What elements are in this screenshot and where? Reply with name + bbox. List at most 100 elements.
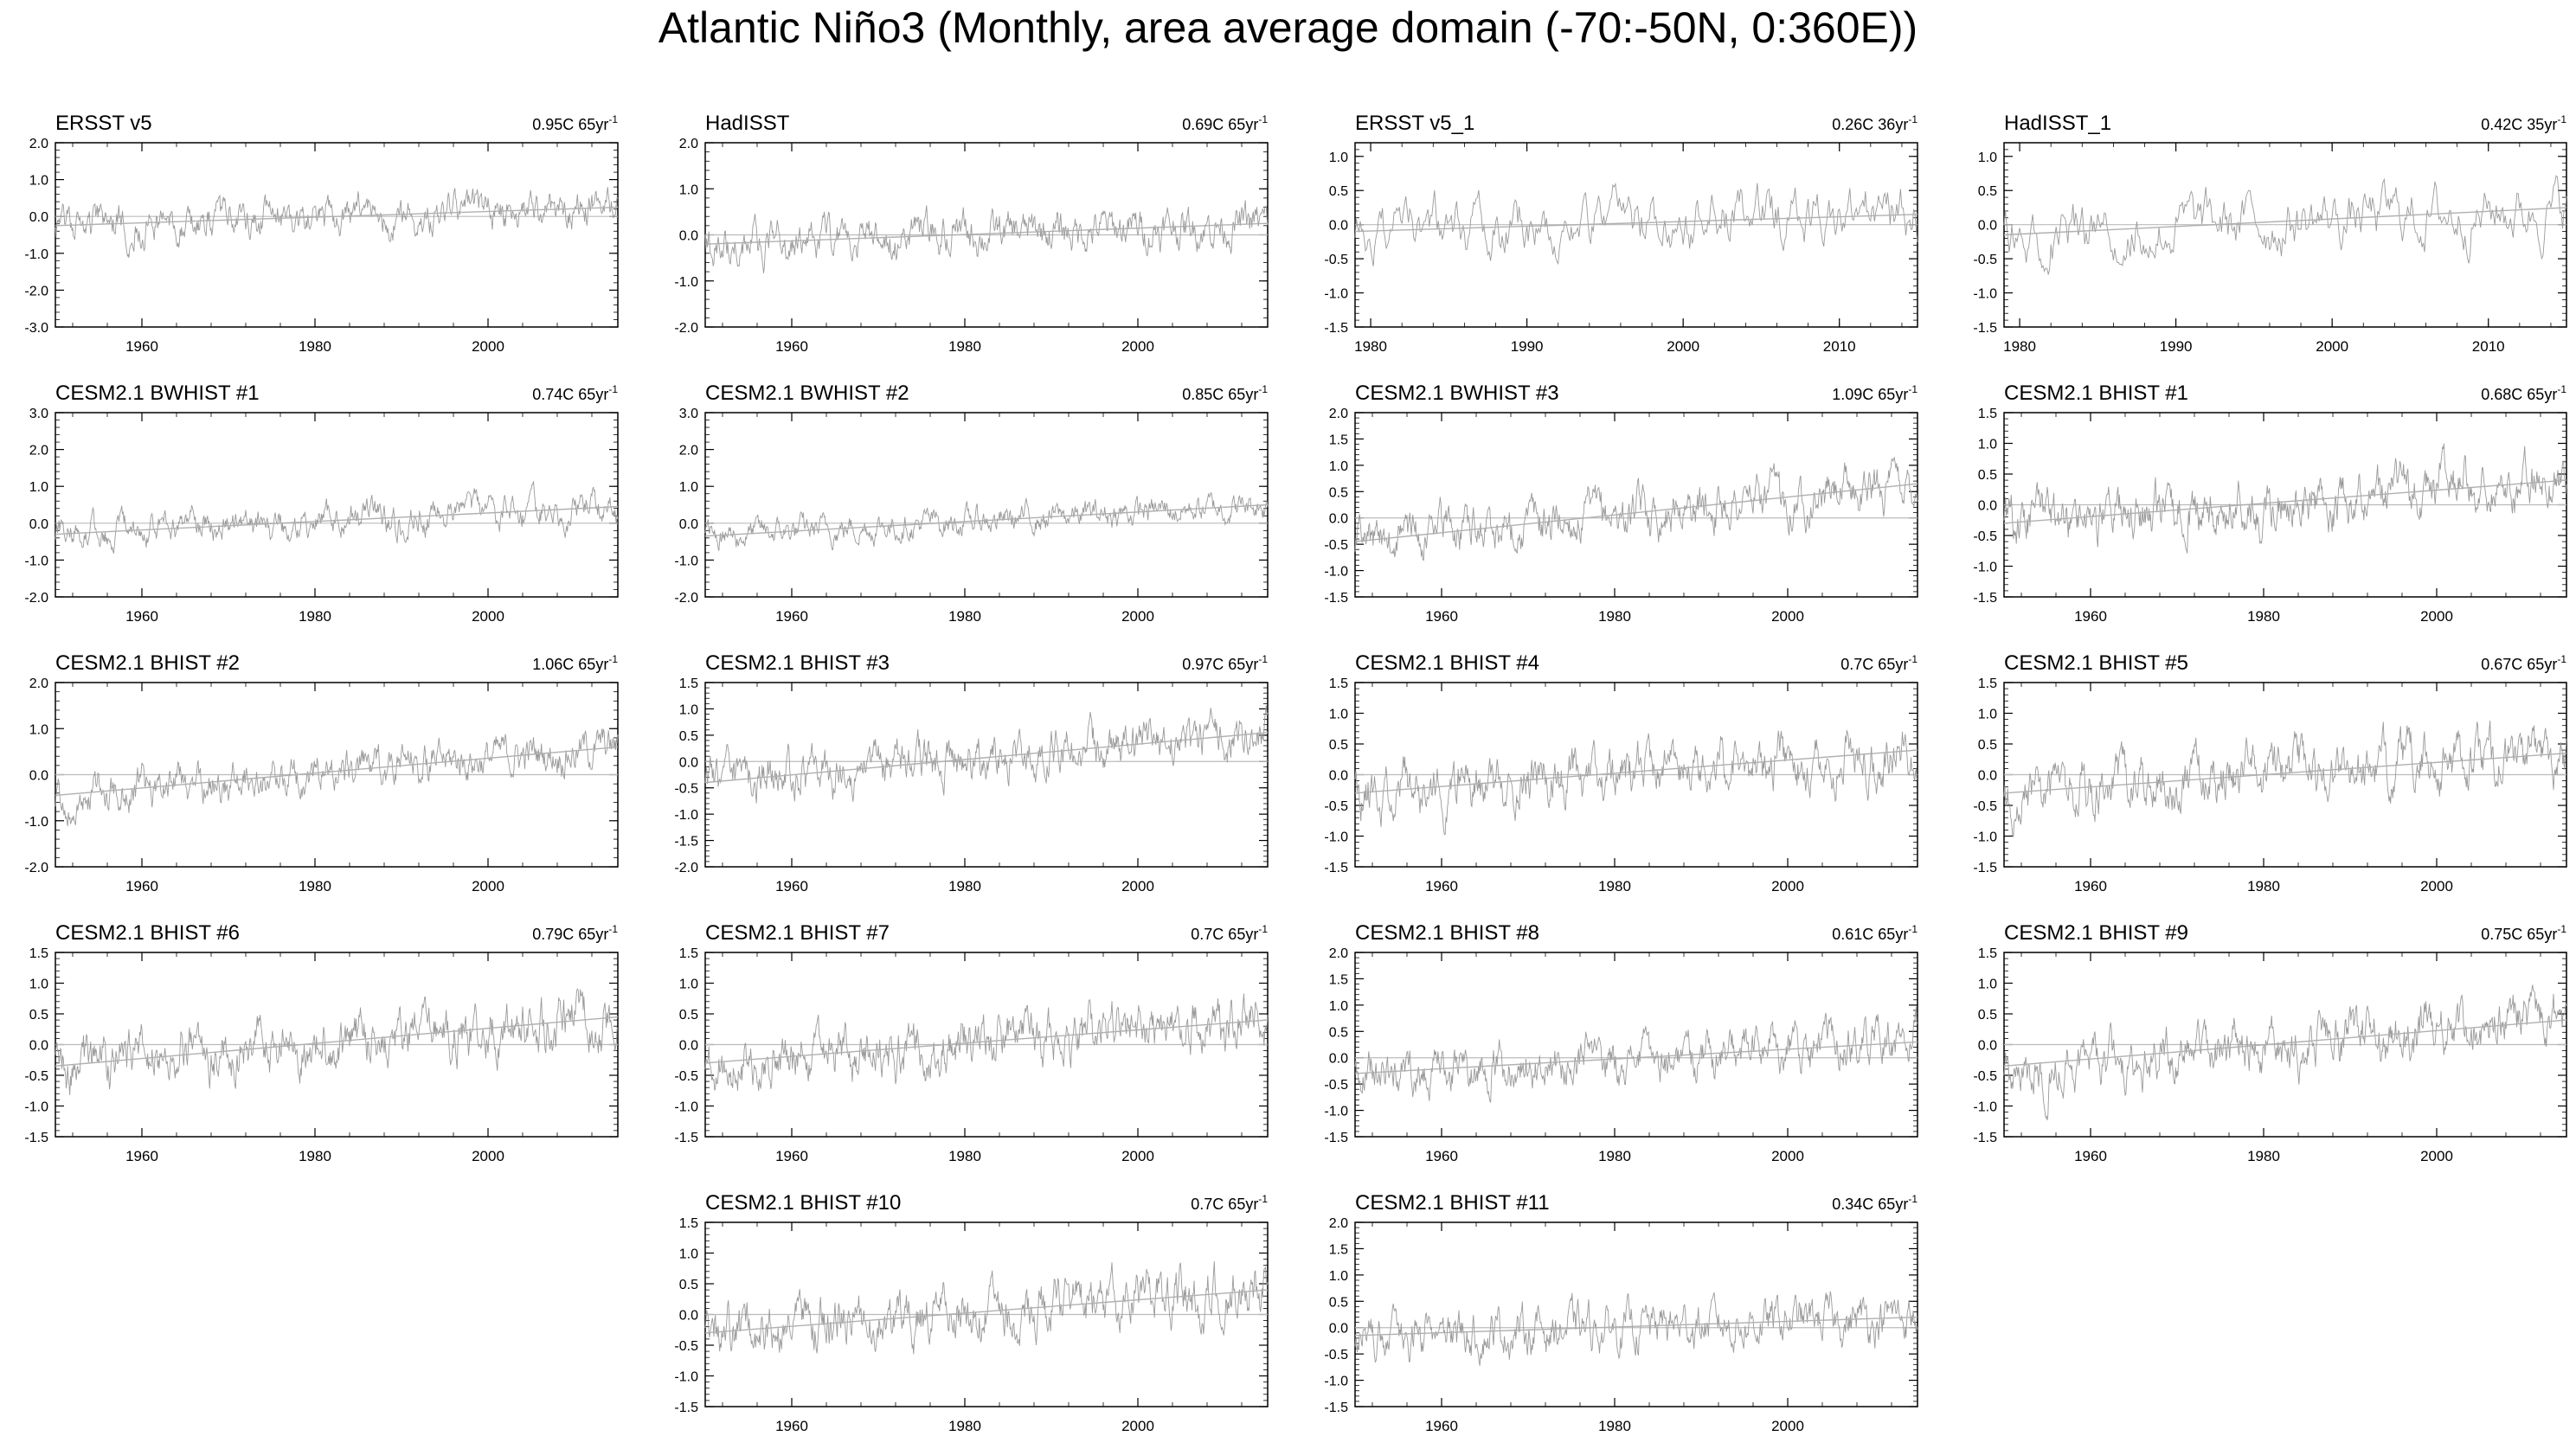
x-tick-label: 1960	[1425, 878, 1458, 894]
trend-line	[55, 1016, 619, 1068]
y-tick-label: -0.5	[1324, 1348, 1348, 1362]
y-tick-label: -1.5	[1324, 861, 1348, 875]
plot-frame	[1354, 1221, 1918, 1407]
y-tick-label: 2.0	[29, 444, 48, 458]
y-tick-label: 1.0	[679, 978, 698, 992]
chart-panel: HadISST_1 0.42C 35yr-1 -1.5 -1.0 -0.5 0.0 0.5 1…	[1973, 112, 2567, 355]
y-tick-label: 0.0	[1978, 499, 1997, 514]
chart-panel: CESM2.1 BHIST #6 0.79C 65yr-1 -1.5 -1.0 -0.5…	[24, 921, 619, 1164]
x-tick-label: 1960	[2074, 1148, 2107, 1164]
y-tick-label: -2.0	[24, 591, 48, 606]
panel-title: CESM2.1 BHIST #6	[55, 921, 240, 945]
y-tick-label: 0.5	[1329, 738, 1348, 753]
x-tick-label: 1980	[1354, 338, 1387, 355]
x-tick-label: 2000	[1121, 338, 1154, 355]
y-tick-label: 0.0	[1978, 1039, 1997, 1054]
y-tick-label: 1.0	[1329, 708, 1348, 722]
y-tick-label: 0.5	[1978, 1008, 1997, 1023]
trend-label: 0.34C 65yr-1	[1832, 1193, 1918, 1213]
trend-label: 1.09C 65yr-1	[1832, 383, 1918, 403]
trend-superscript: -1	[1258, 923, 1268, 935]
y-tick-label: -1.5	[1324, 321, 1348, 336]
y-tick-label: -1.0	[1973, 1100, 1997, 1115]
y-tick-label: 0.0	[29, 769, 48, 784]
panel-title: HadISST	[705, 112, 790, 135]
plot-frame	[1354, 412, 1918, 598]
series-line	[55, 187, 619, 259]
panel-title: CESM2.1 BHIST #8	[1355, 921, 1539, 945]
y-tick-label: -1.5	[1973, 321, 1997, 336]
y-tick-label: -0.5	[1973, 799, 1997, 814]
x-tick-label: 2000	[1121, 1418, 1154, 1434]
series-line	[704, 200, 1269, 273]
x-tick-label: 1960	[125, 1148, 158, 1164]
trend-label: 0.79C 65yr-1	[532, 923, 618, 943]
y-tick-label: -1.0	[674, 1100, 698, 1115]
y-tick-label: 0.5	[1329, 1025, 1348, 1040]
y-tick-label: -1.5	[1973, 861, 1997, 875]
trend-superscript: -1	[1908, 113, 1918, 125]
x-tick-label: 1960	[125, 608, 158, 625]
series-line	[1354, 729, 1918, 836]
y-tick-label: 2.0	[1329, 407, 1348, 421]
y-tick-label: 0.5	[679, 1278, 698, 1292]
y-tick-label: -1.5	[1324, 1401, 1348, 1415]
trend-line	[2003, 207, 2567, 236]
x-tick-label: 1980	[2003, 338, 2036, 355]
chart-panel: CESM2.1 BHIST #11 0.34C 65yr-1 -1.5 -1.0 -0.…	[1324, 1191, 1918, 1434]
y-tick-label: 0.0	[29, 517, 48, 532]
trend-label: 1.06C 65yr-1	[532, 653, 618, 673]
x-tick-label: 1960	[1425, 608, 1458, 625]
trend-superscript: -1	[1258, 383, 1268, 395]
x-tick-label: 1980	[299, 608, 331, 625]
trend-line	[704, 732, 1269, 784]
x-tick-label: 2000	[2420, 878, 2453, 894]
y-tick-label: 0.0	[1978, 219, 1997, 234]
y-tick-label: 0.5	[679, 729, 698, 744]
y-tick-label: 1.0	[1329, 1269, 1348, 1284]
y-tick-label: 0.5	[1978, 738, 1997, 753]
y-tick-label: 1.0	[1978, 438, 1997, 452]
trend-superscript: -1	[608, 923, 618, 935]
x-tick-label: 1960	[775, 338, 808, 355]
y-tick-label: 0.0	[29, 1039, 48, 1054]
y-tick-label: 1.0	[679, 183, 698, 197]
series-line	[55, 481, 619, 555]
y-tick-label: -1.5	[674, 1401, 698, 1415]
plot-frame	[1354, 952, 1918, 1138]
series-line	[704, 705, 1269, 804]
x-tick-label: 1960	[125, 878, 158, 894]
x-tick-label: 1980	[299, 1148, 331, 1164]
x-tick-label: 1980	[948, 608, 981, 625]
chart-panel: CESM2.1 BHIST #2 1.06C 65yr-1 -2.0 -1.0 0.0 1…	[24, 651, 619, 894]
y-tick-label: 1.0	[1329, 151, 1348, 165]
x-tick-label: 1960	[775, 1418, 808, 1434]
y-tick-label: -1.5	[1324, 591, 1348, 606]
trend-line	[2003, 752, 2567, 794]
y-tick-label: 1.0	[29, 978, 48, 992]
y-tick-label: 3.0	[29, 407, 48, 421]
x-tick-label: 1990	[2160, 338, 2193, 355]
y-tick-label: 2.0	[679, 444, 698, 458]
y-tick-label: 1.0	[1978, 708, 1997, 722]
y-tick-label: -1.0	[1973, 830, 1997, 845]
trend-label: 0.95C 65yr-1	[532, 113, 618, 133]
y-tick-label: -1.0	[24, 554, 48, 568]
trend-superscript: -1	[2557, 383, 2566, 395]
y-tick-label: -0.5	[1973, 529, 1997, 544]
y-tick-label: -1.5	[674, 835, 698, 850]
y-tick-label: 0.0	[679, 229, 698, 244]
trend-label: 0.85C 65yr-1	[1182, 383, 1268, 403]
trend-line	[704, 222, 1269, 245]
y-tick-label: 1.5	[1329, 433, 1348, 447]
y-tick-label: 2.0	[1329, 946, 1348, 961]
trend-label: 0.75C 65yr-1	[2481, 923, 2566, 943]
y-tick-label: 0.0	[679, 755, 698, 770]
panel-title: CESM2.1 BHIST #1	[2004, 381, 2188, 405]
trend-line	[1354, 483, 1918, 542]
y-tick-label: 1.0	[1978, 151, 1997, 165]
trend-superscript: -1	[1258, 1193, 1268, 1205]
y-tick-label: -1.5	[1324, 1131, 1348, 1145]
trend-label: 0.26C 36yr-1	[1832, 113, 1918, 133]
x-tick-label: 1980	[1598, 1418, 1631, 1434]
